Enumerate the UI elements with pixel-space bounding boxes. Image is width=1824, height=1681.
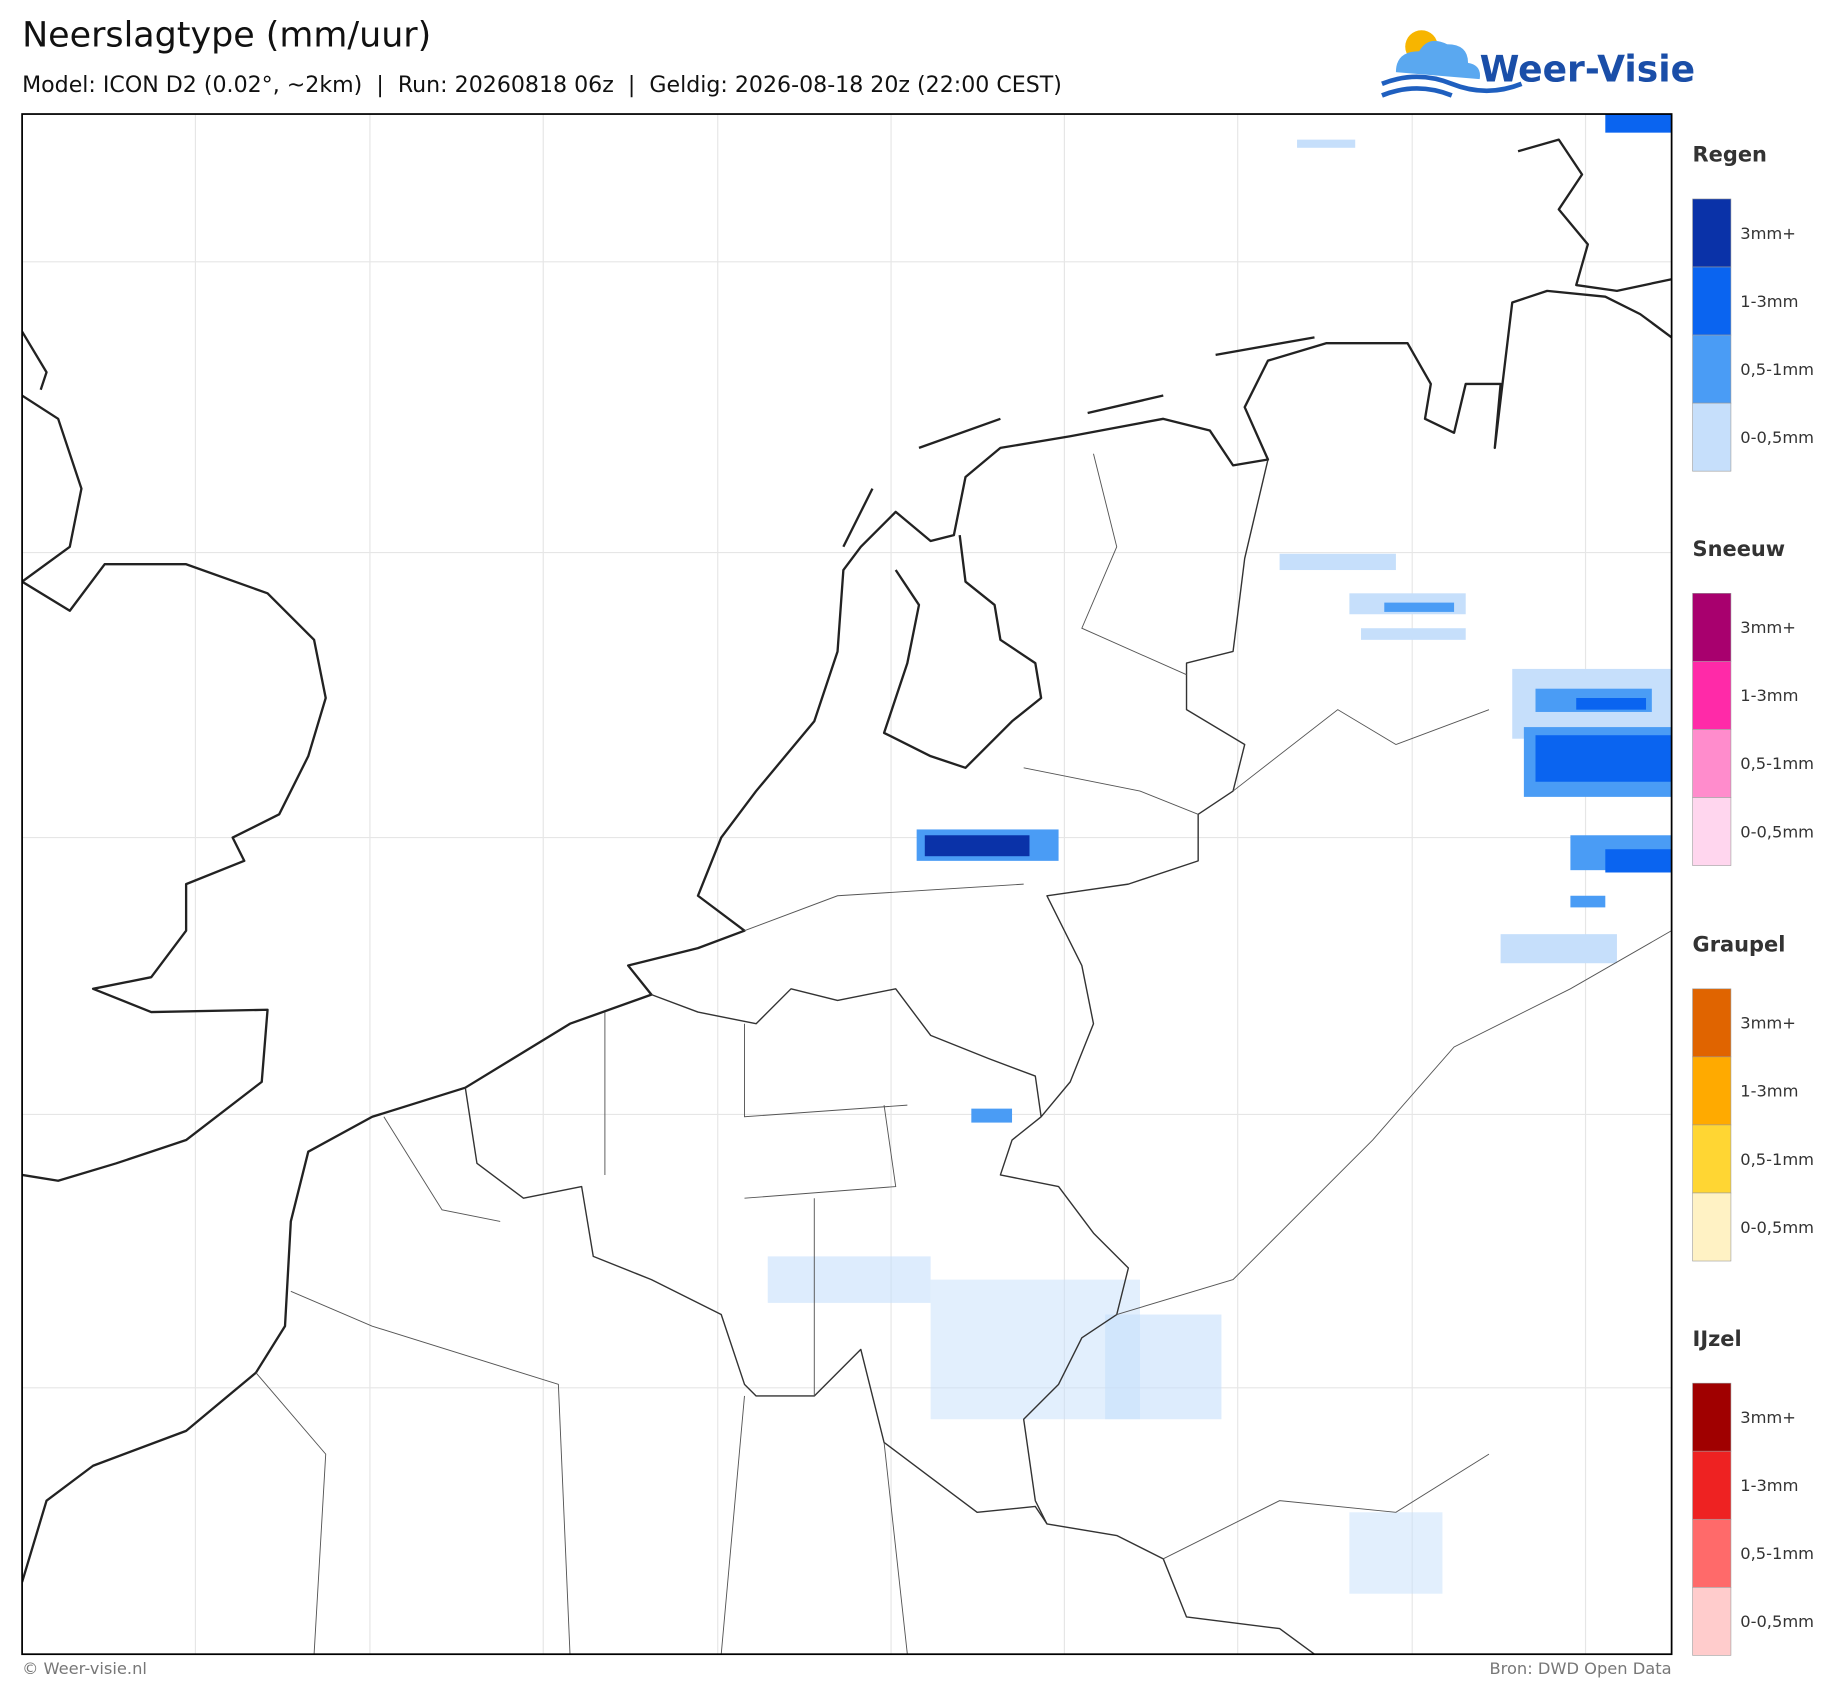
legend-swatch	[1692, 1124, 1732, 1194]
legend-label: 1-3mm	[1740, 1476, 1798, 1495]
legend-label: 0-0,5mm	[1740, 822, 1814, 841]
legend-label: 0,5-1mm	[1740, 754, 1814, 773]
legend-label: 3mm+	[1740, 1408, 1796, 1427]
legend-label: 0-0,5mm	[1740, 1218, 1814, 1237]
legend-swatch	[1692, 198, 1732, 268]
legend-swatch	[1692, 661, 1732, 730]
legend-label: 0,5-1mm	[1740, 1150, 1814, 1169]
legend-swatch	[1692, 1056, 1732, 1126]
precipitation	[767, 114, 1672, 1594]
legend-swatch	[1692, 988, 1732, 1058]
map	[22, 114, 1672, 1655]
legend-swatch	[1692, 1450, 1732, 1520]
legend-title: Sneeuw	[1693, 537, 1786, 561]
legend-label: 1-3mm	[1740, 686, 1798, 705]
legend-swatch	[1692, 593, 1732, 662]
legend: Regen 3mm+ 1-3mm 0,5-1mm 0-0,5mm Sneeuw 3mm+ 1-…	[1692, 143, 1814, 1656]
legend-swatch	[1692, 729, 1732, 798]
legend-swatch	[1692, 1382, 1732, 1452]
legend-swatch	[1692, 334, 1732, 404]
legend-label: 1-3mm	[1740, 1082, 1798, 1101]
legend-swatch	[1692, 1587, 1732, 1656]
subtitle: Model: ICON D2 (0.02°, ~2km) | Run: 2026…	[22, 72, 1062, 98]
title: Neerslagtype (mm/uur)	[22, 16, 431, 56]
legend-label: 0,5-1mm	[1740, 360, 1814, 379]
footer-right: Bron: DWD Open Data	[1489, 1659, 1671, 1678]
legend-title: Regen	[1693, 143, 1767, 167]
legend-swatch	[1692, 1192, 1732, 1262]
footer-left: © Weer-visie.nl	[22, 1659, 147, 1678]
map-frame	[21, 113, 1673, 1656]
logo: Weer-Visie	[1381, 30, 1695, 98]
legend-swatch	[1692, 266, 1732, 336]
legend-swatch	[1692, 402, 1732, 472]
legend-label: 0-0,5mm	[1740, 1612, 1814, 1631]
legend-label: 0-0,5mm	[1740, 428, 1814, 447]
legend-label: 3mm+	[1740, 618, 1796, 637]
legend-label: 3mm+	[1740, 1014, 1796, 1033]
legend-label: 1-3mm	[1740, 292, 1798, 311]
logo-text: Weer-Visie	[1480, 48, 1695, 90]
legend-title: Graupel	[1693, 933, 1786, 957]
legend-swatch	[1692, 797, 1732, 866]
legend-swatch	[1692, 1518, 1732, 1588]
legend-label: 0,5-1mm	[1740, 1544, 1814, 1563]
legend-label: 3mm+	[1740, 224, 1796, 243]
legend-title: IJzel	[1693, 1327, 1742, 1351]
